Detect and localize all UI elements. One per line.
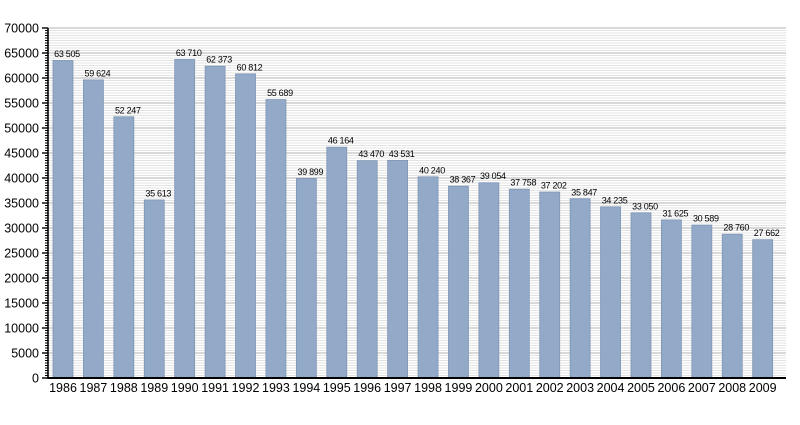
y-axis-tick-label: 40000 xyxy=(4,172,39,186)
y-axis-tick-label: 35000 xyxy=(4,197,39,211)
x-axis-tick-label-1997: 1997 xyxy=(384,381,412,395)
value-label-1992: 60 812 xyxy=(237,62,263,72)
x-axis-tick-label-1998: 1998 xyxy=(414,381,442,395)
x-axis-tick-label-1987: 1987 xyxy=(80,381,108,395)
x-axis-tick-label-1993: 1993 xyxy=(262,381,290,395)
value-label-2000: 39 054 xyxy=(480,171,506,181)
value-label-2006: 31 625 xyxy=(663,208,689,218)
value-label-2001: 37 758 xyxy=(510,178,536,188)
bar-1991 xyxy=(204,65,226,379)
value-label-1986: 63 505 xyxy=(54,49,80,59)
bar-1997 xyxy=(387,159,409,379)
bar-1995 xyxy=(326,146,348,379)
y-axis-tick-label: 60000 xyxy=(4,72,39,86)
bar-1998 xyxy=(417,176,439,379)
bar-2004 xyxy=(600,206,621,379)
y-axis-tick-label: 15000 xyxy=(4,297,39,311)
value-label-1993: 55 689 xyxy=(267,88,293,98)
x-axis-tick-label-1995: 1995 xyxy=(323,381,351,395)
x-axis-tick-label-2007: 2007 xyxy=(688,381,716,395)
bar-1994 xyxy=(295,178,317,379)
y-axis-tick-label: 0 xyxy=(32,372,39,386)
bar-2002 xyxy=(539,191,561,379)
bar-1990 xyxy=(174,59,196,379)
bar-2006 xyxy=(661,219,682,379)
value-label-1990: 63 710 xyxy=(176,48,202,58)
bar-1987 xyxy=(83,79,104,379)
x-axis-tick-label-2001: 2001 xyxy=(505,381,533,395)
x-axis-tick-label-1996: 1996 xyxy=(353,381,381,395)
bar-1996 xyxy=(356,160,378,379)
x-axis-tick-label-1986: 1986 xyxy=(49,381,77,395)
value-label-2007: 30 589 xyxy=(693,214,719,224)
y-axis-tick-label: 10000 xyxy=(4,322,39,336)
x-axis-tick-label-2009: 2009 xyxy=(749,381,777,395)
y-axis-tick-label: 70000 xyxy=(4,22,39,36)
bar-2008 xyxy=(721,233,743,379)
x-axis-tick-label-2003: 2003 xyxy=(566,381,594,395)
bar-1999 xyxy=(448,185,469,379)
x-axis-tick-label-2008: 2008 xyxy=(718,381,746,395)
x-axis-tick-label-1989: 1989 xyxy=(140,381,168,395)
bar-2009 xyxy=(752,239,774,379)
x-axis-tick-label-1999: 1999 xyxy=(445,381,473,395)
x-axis-tick-label-1990: 1990 xyxy=(171,381,199,395)
x-axis-tick-label-1994: 1994 xyxy=(292,381,320,395)
x-axis-tick-label-1991: 1991 xyxy=(201,381,229,395)
x-axis-tick-label-1988: 1988 xyxy=(110,381,138,395)
y-axis-tick-label: 20000 xyxy=(4,272,39,286)
y-axis-tick-label: 55000 xyxy=(4,97,39,111)
bar-1988 xyxy=(113,116,135,379)
bar-2007 xyxy=(691,224,713,379)
bar-1992 xyxy=(235,73,256,379)
x-axis-tick-label-2006: 2006 xyxy=(657,381,685,395)
y-axis-tick-label: 5000 xyxy=(11,347,39,361)
value-label-1988: 52 247 xyxy=(115,105,141,115)
value-label-2005: 33 050 xyxy=(632,201,658,211)
x-axis-tick-label-2000: 2000 xyxy=(475,381,503,395)
value-label-1999: 38 367 xyxy=(450,175,476,185)
value-label-2009: 27 662 xyxy=(754,228,780,238)
y-axis-tick-label: 30000 xyxy=(4,222,39,236)
value-label-1991: 62 373 xyxy=(206,55,232,65)
y-axis-tick-label: 45000 xyxy=(4,147,39,161)
value-label-1987: 59 624 xyxy=(85,68,111,78)
value-label-2008: 28 760 xyxy=(723,223,749,233)
bar-1986 xyxy=(52,60,74,379)
value-label-1989: 35 613 xyxy=(145,188,171,198)
value-label-1998: 40 240 xyxy=(419,165,445,175)
x-axis-tick-label-2004: 2004 xyxy=(597,381,625,395)
value-label-1995: 46 164 xyxy=(328,136,354,146)
value-label-2003: 35 847 xyxy=(571,187,597,197)
bar-1989 xyxy=(143,199,165,379)
bar-1993 xyxy=(265,99,287,379)
y-axis-tick-label: 50000 xyxy=(4,122,39,136)
value-label-2004: 34 235 xyxy=(602,195,628,205)
value-label-1994: 39 899 xyxy=(297,167,323,177)
y-axis-tick-label: 25000 xyxy=(4,247,39,261)
x-axis-tick-label-2005: 2005 xyxy=(627,381,655,395)
bar-2003 xyxy=(569,198,591,379)
value-label-2002: 37 202 xyxy=(541,180,567,190)
x-axis-tick-label-1992: 1992 xyxy=(232,381,260,395)
x-axis-tick-label-2002: 2002 xyxy=(536,381,564,395)
bar-2005 xyxy=(630,212,652,379)
value-label-1996: 43 470 xyxy=(358,149,384,159)
bar-2000 xyxy=(478,182,500,379)
value-label-1997: 43 531 xyxy=(389,149,415,159)
y-axis-tick-label: 65000 xyxy=(4,47,39,61)
bar-2001 xyxy=(508,188,530,379)
